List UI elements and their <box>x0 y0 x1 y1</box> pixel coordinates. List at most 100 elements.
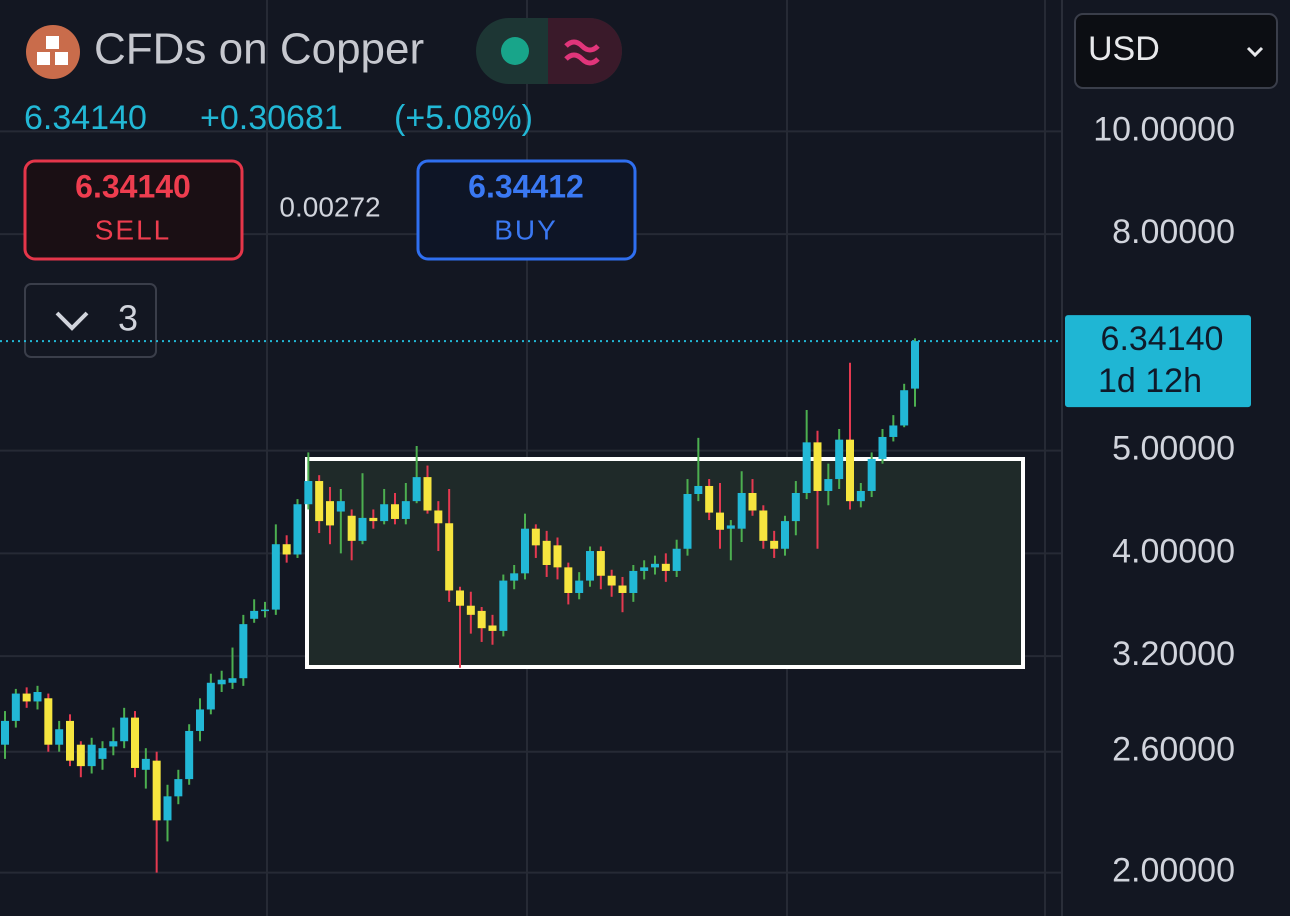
candle-body <box>824 479 833 491</box>
candle-body <box>217 679 226 685</box>
y-tick-label: 5.00000 <box>1112 430 1235 468</box>
candle-body <box>326 501 334 526</box>
candle-body <box>878 436 887 459</box>
candle-body <box>846 439 854 502</box>
icon-shape <box>37 52 50 65</box>
candle-body <box>66 720 74 761</box>
sell-price: 6.34140 <box>75 168 191 204</box>
candle-body <box>185 730 194 780</box>
currency: USD <box>1088 30 1160 68</box>
candles <box>1 338 919 873</box>
icon-shape <box>46 36 59 49</box>
price-change-pct: (+5.08%) <box>394 99 533 137</box>
candle-body <box>748 492 757 511</box>
candle-body <box>445 523 454 591</box>
candle-body <box>705 485 714 513</box>
candle-body <box>391 504 399 519</box>
candle-body <box>564 567 573 593</box>
price-change: +0.30681 <box>200 99 343 137</box>
candle-body <box>315 481 324 522</box>
spread: 0.00272 <box>279 191 380 222</box>
candle-body <box>911 341 919 389</box>
candle-body <box>466 605 475 615</box>
candle-body <box>781 521 789 549</box>
sell-label: SELL <box>95 214 172 245</box>
candle-body <box>542 540 551 565</box>
candle-body <box>22 693 31 702</box>
candle-body <box>131 717 139 768</box>
candle-body <box>791 492 800 522</box>
candle-body <box>271 544 280 610</box>
candle-body <box>423 477 432 511</box>
y-tick-label: 8.00000 <box>1112 213 1235 251</box>
candle-body <box>737 492 746 529</box>
candle-body <box>683 494 692 549</box>
candle-body <box>867 458 876 491</box>
candle-body <box>358 517 367 541</box>
chevron <box>1246 46 1264 58</box>
candle-body <box>380 504 389 522</box>
price-axis: 2.00000 2.60000 3.20000 4.00000 5.00000 8.000… <box>1093 110 1235 889</box>
candle-body <box>835 439 844 480</box>
candle-body <box>109 741 118 747</box>
candle-body <box>282 544 291 555</box>
candle-body <box>531 528 540 546</box>
candle-body <box>228 678 237 683</box>
candle-body <box>856 490 865 502</box>
currency-select[interactable] <box>1074 13 1278 89</box>
candle-body <box>640 567 649 571</box>
candle-body <box>347 515 356 541</box>
delayed-icon <box>564 39 600 66</box>
candle-body <box>889 425 898 437</box>
candle-body <box>120 717 129 742</box>
candle-body <box>510 573 519 581</box>
candle-body <box>694 485 703 495</box>
candle-body <box>76 744 85 767</box>
y-tick-label: 2.00000 <box>1112 852 1235 890</box>
candle-body <box>802 442 811 493</box>
candle-body <box>672 548 681 571</box>
y-tick-label: 3.20000 <box>1112 635 1235 673</box>
candle-body <box>239 624 248 679</box>
candle-body <box>293 504 302 555</box>
candle-body <box>163 796 172 821</box>
candle-body <box>261 609 269 612</box>
candle-body <box>813 442 822 491</box>
market-open-dot <box>501 37 529 65</box>
last-price: 6.34140 <box>24 99 147 137</box>
candle-body <box>629 570 638 593</box>
candle-body <box>661 563 670 571</box>
candle-body <box>434 510 443 524</box>
candle-body <box>196 709 204 731</box>
indicators-toggle[interactable] <box>24 283 157 358</box>
sell-button[interactable] <box>23 159 244 261</box>
candle-body <box>499 580 508 631</box>
icon-shape <box>55 52 68 65</box>
candle-body <box>456 590 464 606</box>
candle-body <box>141 758 150 770</box>
candle-body <box>33 692 42 702</box>
candle-body <box>98 748 107 759</box>
buy-button[interactable] <box>416 159 637 261</box>
candle-body <box>412 477 421 502</box>
candle-body <box>1 720 9 745</box>
candle-body <box>586 551 594 581</box>
candle-body <box>87 744 96 767</box>
candle-body <box>206 682 215 710</box>
candle-body <box>726 525 735 529</box>
buy-label: BUY <box>494 214 558 245</box>
candle-body <box>596 551 605 576</box>
candle-body <box>607 575 616 586</box>
candle-body <box>152 760 161 821</box>
candle-body <box>488 625 497 631</box>
candle-body <box>250 610 259 619</box>
candle-body <box>759 510 768 541</box>
candle-body <box>618 585 627 593</box>
candle-body <box>651 563 659 568</box>
candle-body <box>369 517 378 522</box>
last-price-tag <box>1065 315 1251 408</box>
candle-body <box>716 512 724 530</box>
candle-body <box>55 729 64 745</box>
